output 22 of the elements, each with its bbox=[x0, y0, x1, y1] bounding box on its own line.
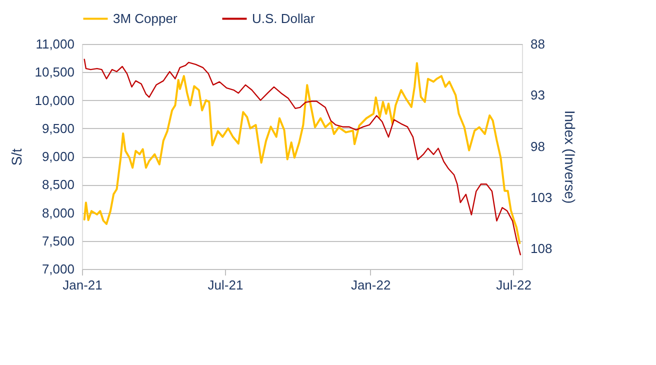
y-tick-label: 10,500 bbox=[34, 64, 74, 80]
y-tick-label: 9,500 bbox=[42, 120, 74, 136]
y2-tick-label: 93 bbox=[530, 88, 545, 103]
y-tick-label: 7,000 bbox=[42, 262, 74, 276]
y2-tick-label: 88 bbox=[530, 36, 545, 52]
y-tick-label: 9,000 bbox=[42, 149, 74, 164]
x-tick-label: Jul-21 bbox=[208, 278, 244, 292]
y-tick-label: 8,500 bbox=[42, 177, 74, 192]
y2-tick-label: 108 bbox=[530, 241, 552, 256]
y2-axis-title: Index (Inverse) bbox=[562, 110, 578, 204]
y-tick-label: 8,000 bbox=[42, 205, 74, 220]
y2-tick-label: 103 bbox=[530, 190, 552, 205]
y2-tick-label: 98 bbox=[530, 138, 545, 154]
x-tick-label: Jan-22 bbox=[350, 278, 391, 292]
y-axis-title: S/t bbox=[8, 148, 25, 166]
legend-label: 3M Copper bbox=[113, 10, 178, 26]
y-tick-label: 10,000 bbox=[34, 92, 74, 108]
x-tick-label: Jan-21 bbox=[62, 278, 102, 292]
legend-label: U.S. Dollar bbox=[252, 10, 316, 26]
y-tick-label: 7,500 bbox=[42, 233, 74, 248]
y-tick-label: 11,000 bbox=[36, 36, 74, 52]
x-tick-label: Jul-22 bbox=[496, 278, 532, 292]
